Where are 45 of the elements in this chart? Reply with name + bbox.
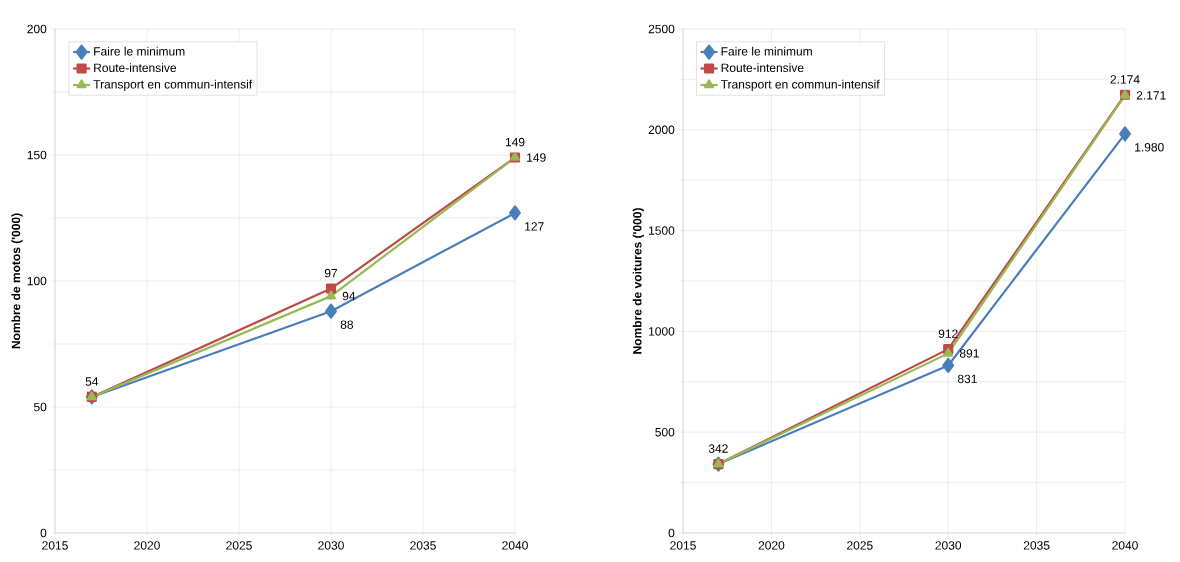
x-tick-label: 2030 bbox=[935, 541, 962, 550]
x-tick-label: 2025 bbox=[847, 541, 873, 550]
legend-label: Faire le minimum bbox=[94, 46, 185, 56]
x-tick-label: 2015 bbox=[670, 541, 696, 550]
data-label: 342 bbox=[708, 444, 728, 453]
data-label: 912 bbox=[938, 329, 958, 338]
data-label: 1.980 bbox=[1135, 143, 1164, 152]
x-tick-label: 2035 bbox=[1023, 541, 1050, 550]
y-tick-label: 2000 bbox=[648, 125, 675, 135]
y-tick-label: 0 bbox=[40, 528, 47, 538]
x-tick-label: 2020 bbox=[758, 541, 785, 550]
data-label: 149 bbox=[527, 153, 546, 162]
y-tick-label: 1500 bbox=[649, 226, 675, 235]
y-tick-label: 150 bbox=[27, 150, 47, 160]
y-tick-label: 100 bbox=[27, 276, 47, 286]
y-tick-label: 500 bbox=[655, 427, 675, 437]
legend-label: Transport en commun-intensif bbox=[720, 79, 880, 91]
data-label: 831 bbox=[957, 374, 977, 384]
x-tick-label: 2040 bbox=[1112, 541, 1138, 550]
data-label: 891 bbox=[959, 349, 979, 358]
legend-label: Faire le minimum bbox=[721, 46, 812, 56]
data-label: 97 bbox=[324, 268, 338, 278]
data-label: 2.171 bbox=[1136, 91, 1166, 100]
x-tick-label: 2030 bbox=[318, 541, 344, 550]
legend-label: Route-intensive bbox=[94, 63, 177, 73]
data-label: 127 bbox=[525, 222, 544, 231]
y-axis-title: Nombre de voitures ('000) bbox=[632, 208, 644, 354]
y-tick-label: 2500 bbox=[648, 24, 675, 34]
data-label: 88 bbox=[340, 320, 354, 329]
data-label: 2.174 bbox=[1110, 75, 1140, 84]
x-tick-label: 2020 bbox=[134, 541, 160, 550]
y-tick-label: 1000 bbox=[649, 327, 675, 336]
data-label: 94 bbox=[342, 291, 356, 301]
data-label: 149 bbox=[505, 137, 525, 147]
y-tick-label: 0 bbox=[668, 528, 675, 538]
legend-label: Transport en commun-intensif bbox=[93, 79, 253, 91]
x-tick-label: 2040 bbox=[502, 541, 528, 550]
x-tick-label: 2015 bbox=[42, 541, 68, 550]
data-label: 54 bbox=[85, 377, 99, 386]
y-tick-label: 50 bbox=[33, 402, 47, 412]
y-axis-title: Nombre de motos ('000) bbox=[11, 213, 23, 349]
x-tick-label: 2025 bbox=[226, 541, 252, 550]
legend-label: Route-intensive bbox=[721, 63, 804, 73]
x-tick-label: 2035 bbox=[410, 541, 436, 550]
y-tick-label: 200 bbox=[27, 24, 47, 34]
